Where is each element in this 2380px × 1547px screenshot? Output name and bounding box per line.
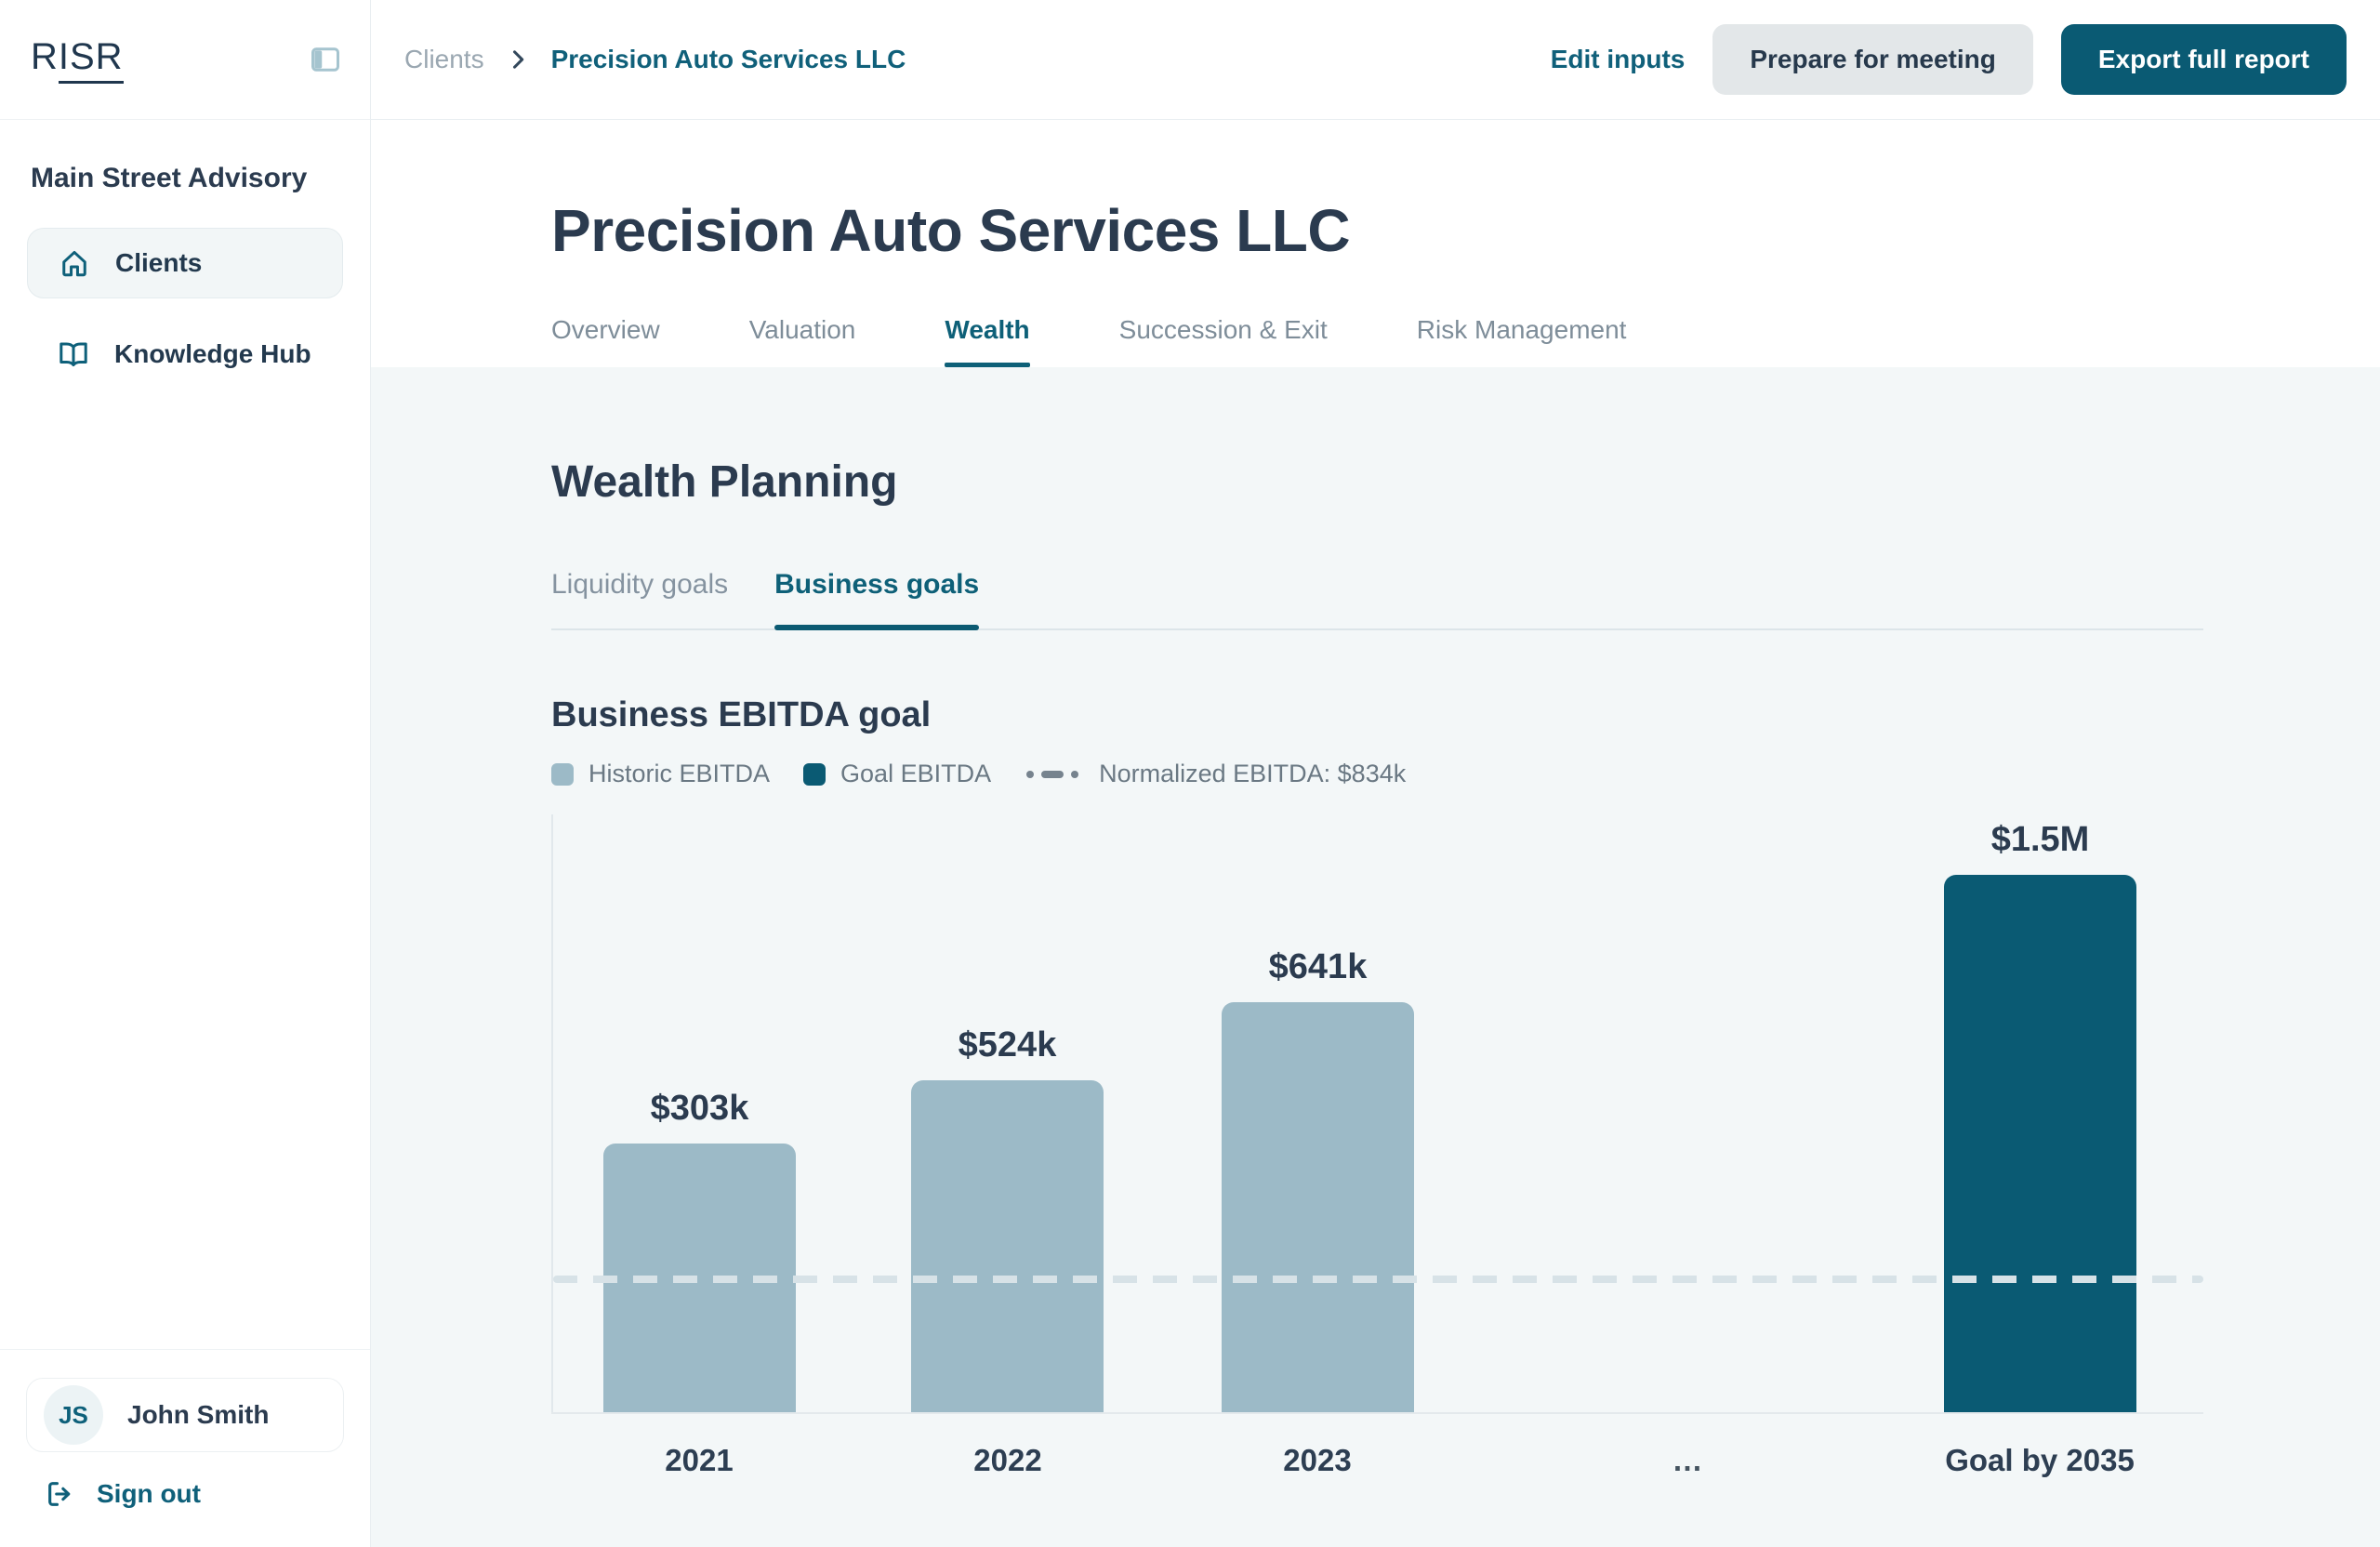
top-bar: Clients Precision Auto Services LLC Edit… — [371, 0, 2380, 120]
x-axis-labels: 2021 2022 2023 … Goal by 2035 — [551, 1438, 2203, 1547]
legend-label: Goal EBITDA — [840, 760, 992, 787]
normalized-ebitda-line — [553, 1276, 2203, 1283]
tab-overview[interactable]: Overview — [551, 315, 660, 344]
chevron-right-icon — [505, 46, 531, 73]
tab-wealth[interactable]: Wealth — [945, 315, 1030, 367]
goal-swatch — [803, 762, 826, 786]
x-label-2022: 2022 — [973, 1443, 1042, 1477]
bar-value-label: $303k — [650, 1089, 749, 1128]
legend-label: Historic EBITDA — [588, 760, 771, 787]
content-panel: Wealth Planning Liquidity goals Business… — [371, 367, 2380, 1547]
avatar-initials: JS — [59, 1400, 88, 1429]
sidebar-item-knowledge-hub[interactable]: Knowledge Hub — [27, 319, 343, 390]
bar-group-2022: $524k — [911, 1025, 1104, 1414]
section-title: Wealth Planning — [551, 457, 898, 507]
export-full-report-button[interactable]: Export full report — [2060, 24, 2347, 95]
page-header: Precision Auto Services LLC Overview Val… — [371, 120, 2380, 367]
book-open-icon — [57, 337, 90, 371]
avatar: JS — [44, 1385, 103, 1445]
x-label-2021: 2021 — [665, 1443, 734, 1477]
breadcrumb: Clients Precision Auto Services LLC — [404, 45, 906, 74]
historic-bar-2023 — [1222, 1002, 1414, 1414]
sidebar-item-clients[interactable]: Clients — [27, 228, 343, 298]
ebitda-bar-chart: $303k $524k $641k $1.5M — [551, 814, 2203, 1414]
logo-text-underlined: ISR — [58, 36, 124, 84]
chart-legend: Historic EBITDA Goal EBITDA Normalized E — [551, 760, 2380, 788]
organization-name: Main Street Advisory — [31, 163, 308, 193]
main-area: Clients Precision Auto Services LLC Edit… — [371, 0, 2380, 1547]
legend-label: Normalized EBITDA: $834k — [1099, 760, 1407, 787]
goal-bar-2035 — [1944, 875, 2136, 1414]
breadcrumb-current: Precision Auto Services LLC — [550, 45, 906, 73]
subtab-liquidity-goals[interactable]: Liquidity goals — [551, 569, 729, 600]
legend-item-goal: Goal EBITDA — [803, 760, 991, 788]
legend-item-normalized: Normalized EBITDA: $834k — [1025, 760, 1406, 788]
sidebar-nav: Clients Knowledge Hub — [27, 228, 343, 390]
x-label-2023: 2023 — [1283, 1443, 1352, 1477]
tab-valuation[interactable]: Valuation — [748, 315, 856, 344]
page-title: Precision Auto Services LLC — [551, 197, 1351, 264]
sidebar-item-label: Knowledge Hub — [114, 339, 311, 368]
sidebar-header: R ISR — [0, 0, 370, 120]
chart-title: Business EBITDA goal — [551, 695, 932, 734]
subtab-bar: Liquidity goals Business goals — [551, 569, 2203, 630]
sidebar: R ISR Main Street Advisory Clients — [0, 0, 371, 1547]
edit-inputs-button[interactable]: Edit inputs — [1550, 45, 1686, 73]
logout-icon — [45, 1478, 76, 1510]
x-label-goal-2035: Goal by 2035 — [1945, 1443, 2135, 1477]
bar-value-label: $641k — [1268, 947, 1368, 986]
dashed-line-icon — [1025, 768, 1084, 781]
home-icon — [58, 246, 91, 280]
legend-item-historic: Historic EBITDA — [551, 760, 770, 788]
bar-group-2023: $641k — [1222, 947, 1414, 1414]
sidebar-collapse-icon[interactable] — [309, 43, 342, 76]
prepare-for-meeting-button[interactable]: Prepare for meeting — [1712, 24, 2033, 95]
user-name: John Smith — [127, 1400, 270, 1429]
risr-logo: R ISR — [31, 36, 124, 84]
sign-out-button[interactable]: Sign out — [45, 1478, 344, 1510]
bar-group-goal: $1.5M — [1944, 820, 2136, 1414]
bar-group-2021: $303k — [603, 1089, 796, 1414]
logo-text: R — [31, 35, 59, 77]
topbar-actions: Edit inputs Prepare for meeting Export f… — [1551, 24, 2347, 95]
historic-swatch — [551, 762, 574, 786]
sign-out-label: Sign out — [97, 1479, 201, 1508]
bar-value-label: $1.5M — [1990, 820, 2090, 859]
x-label-ellipsis: … — [1672, 1443, 1705, 1477]
tab-succession-exit[interactable]: Succession & Exit — [1118, 315, 1328, 344]
user-card[interactable]: JS John Smith — [26, 1378, 344, 1452]
historic-bar-2022 — [911, 1080, 1104, 1414]
breadcrumb-clients[interactable]: Clients — [404, 45, 484, 73]
tab-bar: Overview Valuation Wealth Succession & E… — [551, 315, 2202, 367]
sidebar-item-label: Clients — [115, 248, 203, 277]
sidebar-footer: JS John Smith Sign out — [0, 1349, 370, 1547]
bar-value-label: $524k — [958, 1025, 1057, 1064]
tab-risk-management[interactable]: Risk Management — [1416, 315, 1627, 344]
subtab-business-goals[interactable]: Business goals — [774, 569, 980, 630]
